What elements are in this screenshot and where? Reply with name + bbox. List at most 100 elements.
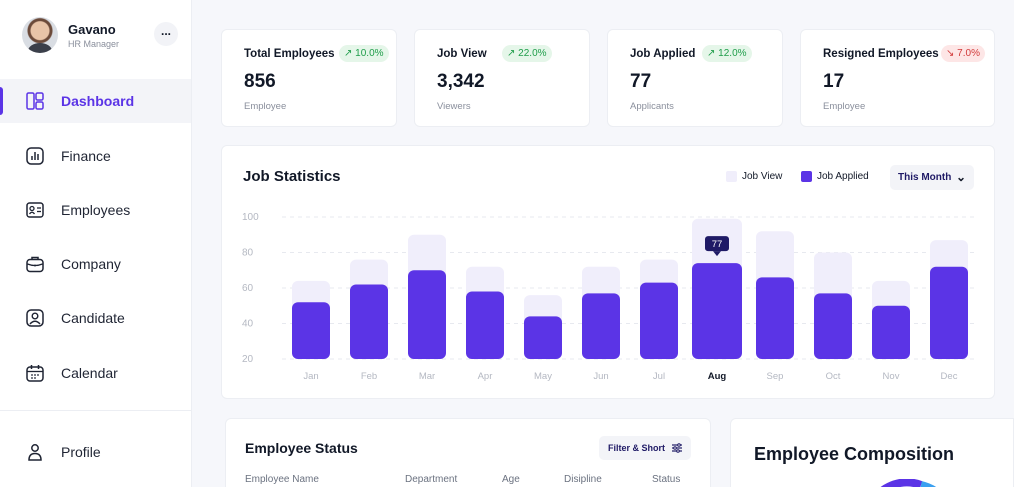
x-tick-label: Sep [767,371,784,382]
legend-item-job-applied: Job Applied [801,171,869,182]
x-tick-label: Mar [419,371,435,382]
sidebar-divider [0,410,191,411]
stat-card-resigned-employees: Resigned Employees ↘ 7.0% 17 Employee [800,29,995,127]
bar-job-applied [466,291,504,359]
column-header[interactable]: Status [652,474,681,485]
bar-job-applied [640,282,678,359]
user-profile-header: Gavano HR Manager ... [22,16,182,56]
sidebar-item-label: Dashboard [61,93,135,109]
bar-job-applied [756,277,794,359]
x-tick-label: Jun [593,371,608,382]
sidebar-item-company[interactable]: Company [0,242,191,286]
legend-label: Job View [742,171,783,182]
more-options-button[interactable]: ... [154,22,178,46]
sidebar-item-calendar[interactable]: Calendar [0,351,191,395]
sidebar-item-candidate[interactable]: Candidate [0,296,191,340]
column-header[interactable]: Age [502,474,520,485]
stat-subtitle: Applicants [630,101,674,112]
x-tick-label: Aug [708,371,727,382]
x-tick-label: Feb [361,371,377,382]
tooltip-label: 77 [712,239,723,250]
section-title: Employee Status [245,440,358,456]
trend-up-icon: ↗ [707,48,719,59]
trend-badge: ↗ 22.0% [502,45,552,62]
legend-item-job-view: Job View [726,171,782,182]
trend-down-icon: ↘ [946,48,958,59]
y-tick-label: 20 [242,354,254,365]
stat-value: 17 [823,71,845,92]
bar-job-applied [582,293,620,359]
legend-swatch [726,171,737,182]
badge-value: 7.0% [957,48,980,59]
sidebar-item-profile[interactable]: Profile [0,430,191,474]
x-tick-label: Jan [303,371,318,382]
stat-title: Job Applied [630,48,696,60]
stat-value: 3,342 [437,71,485,92]
company-icon [26,256,44,273]
trend-badge: ↘ 7.0% [941,45,985,62]
period-dropdown[interactable]: This Month ⌄ [890,165,974,190]
sidebar-item-label: Employees [61,202,131,218]
stat-card-total-employees: Total Employees ↗ 10.0% 856 Employee [221,29,397,127]
stat-subtitle: Employee [244,101,287,112]
employees-icon [26,202,44,218]
bar-job-applied [930,266,968,359]
sidebar-item-dashboard[interactable]: Dashboard [0,79,191,123]
filter-sort-button[interactable]: Filter & Short [599,436,691,460]
sidebar-item-label: Company [61,256,121,272]
tooltip-pointer [713,251,721,257]
bar-job-applied [292,302,330,359]
y-tick-label: 60 [242,283,254,294]
calendar-icon [26,365,44,382]
badge-value: 12.0% [718,48,747,59]
sidebar-item-label: Calendar [61,365,118,381]
trend-up-icon: ↗ [344,48,356,59]
employee-status-card: Employee Status Filter & Short Employee … [225,418,711,487]
column-header[interactable]: Department [405,474,458,485]
bar-job-applied [814,293,852,359]
sidebar-item-label: Candidate [61,310,125,326]
user-name: Gavano [68,22,116,37]
user-role: HR Manager [68,39,120,49]
legend-label: Job Applied [817,171,869,182]
sidebar: Gavano HR Manager ... Dashboard Finance … [0,0,192,487]
chart-title: Job Statistics [243,168,341,185]
column-header[interactable]: Employee Name [245,474,319,485]
sidebar-item-employees[interactable]: Employees [0,188,191,232]
chevron-down-icon: ⌄ [955,170,966,184]
sidebar-item-finance[interactable]: Finance [0,134,191,178]
bar-job-applied [872,305,910,359]
badge-value: 10.0% [355,48,384,59]
legend-swatch [801,171,812,182]
filter-label: Filter & Short [608,443,666,453]
stat-card-job-applied: Job Applied ↗ 12.0% 77 Applicants [607,29,783,127]
trend-badge: ↗ 12.0% [702,45,752,62]
filter-icon [672,443,682,453]
candidate-icon [26,309,44,327]
x-tick-label: Jul [653,371,665,382]
bar-job-applied [350,284,388,359]
x-tick-label: Apr [478,371,493,382]
x-tick-label: May [534,371,552,382]
stat-card-job-view: Job View ↗ 22.0% 3,342 Viewers [414,29,590,127]
stat-subtitle: Employee [823,101,866,112]
stat-value: 856 [244,71,276,92]
trend-badge: ↗ 10.0% [339,45,389,62]
avatar[interactable] [22,17,58,53]
period-label: This Month [898,172,952,183]
x-tick-label: Oct [826,371,841,382]
job-statistics-card: 20 40 60 80 100 Jan Feb Mar Apr May Jun Jul Aug 77 Sep… [221,145,995,399]
employee-composition-card: Employee Composition [730,418,1014,487]
stat-title: Total Employees [244,48,335,60]
composition-donut [880,479,936,487]
x-tick-label: Dec [941,371,958,382]
stat-value: 77 [630,71,652,92]
trend-up-icon: ↗ [507,48,519,59]
column-header[interactable]: Disipline [564,474,602,485]
x-tick-label: Nov [883,371,900,382]
stat-title: Job View [437,48,487,60]
sidebar-item-label: Finance [61,148,111,164]
stat-subtitle: Viewers [437,101,471,112]
finance-icon [26,147,44,165]
y-tick-label: 40 [242,319,254,330]
